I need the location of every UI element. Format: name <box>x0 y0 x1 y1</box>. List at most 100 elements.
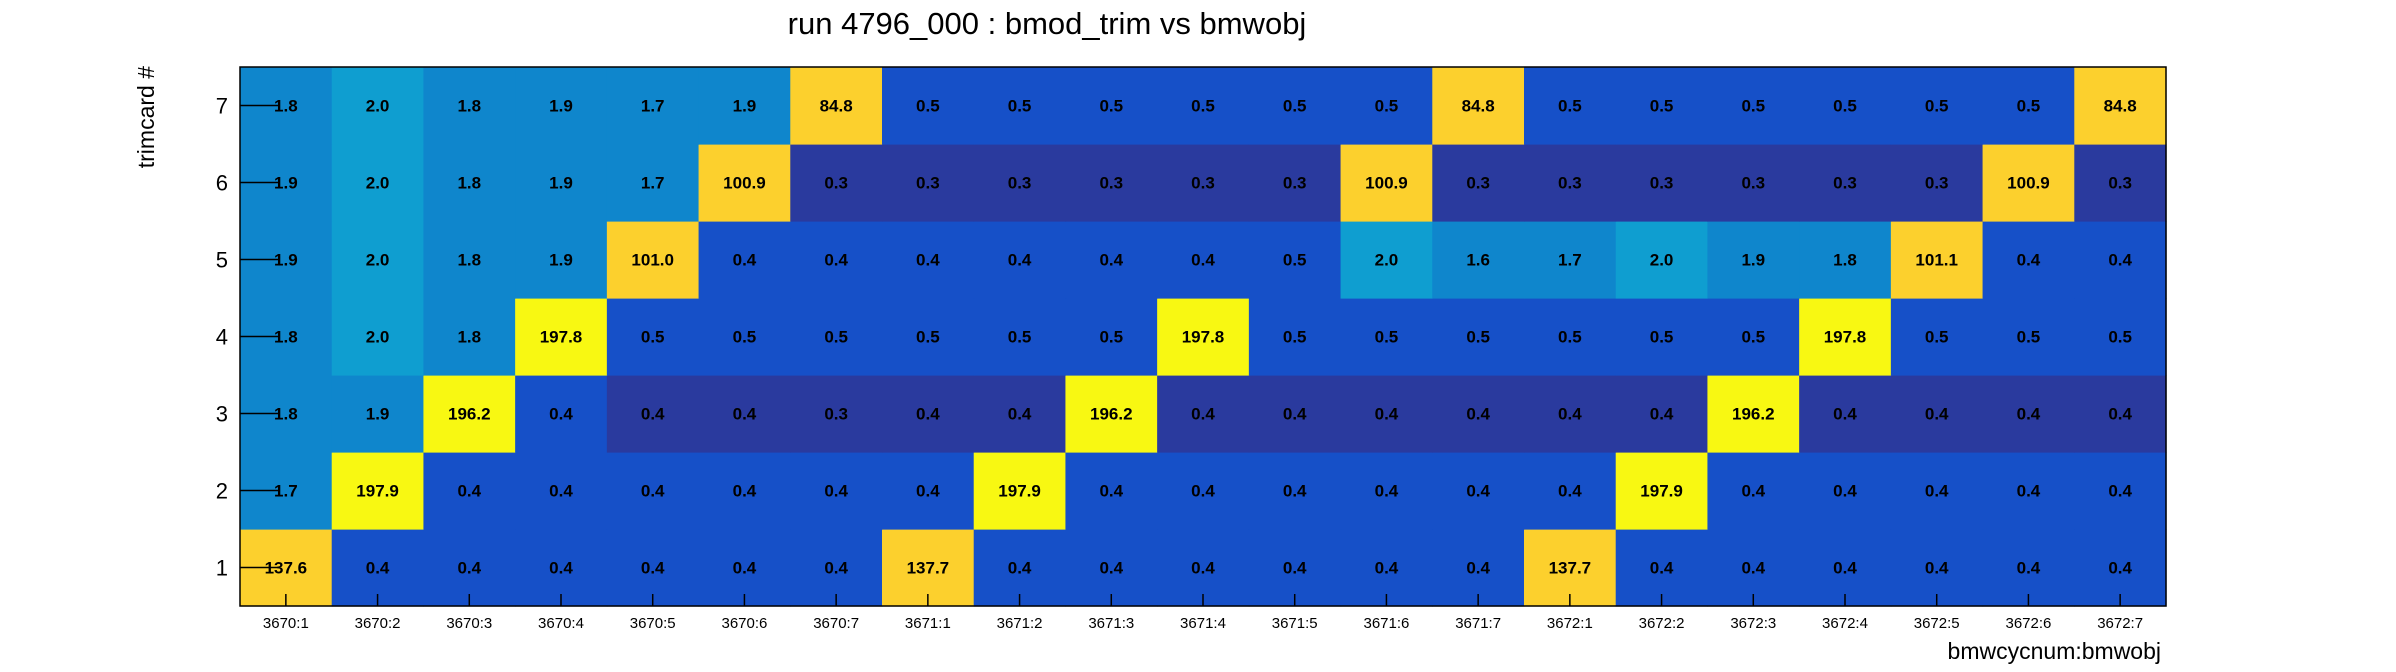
heatmap-cell <box>698 298 791 376</box>
heatmap-cell <box>331 298 425 376</box>
heatmap-cell <box>1432 452 1525 530</box>
cell-value-label: 196.2 <box>1090 405 1133 424</box>
heatmap-cell <box>1157 144 1250 222</box>
heatmap-cell <box>1524 221 1617 299</box>
heatmap-cell <box>1615 221 1709 299</box>
heatmap-cell <box>1982 529 2075 607</box>
heatmap-cell <box>423 375 516 453</box>
x-tick-label: 3672:5 <box>1914 615 1960 632</box>
cell-value-label: 0.4 <box>549 405 573 424</box>
cell-value-label: 0.5 <box>1833 97 1857 116</box>
cell-value-label: 0.3 <box>916 174 940 193</box>
heatmap-cell <box>1248 375 1342 453</box>
heatmap-cell <box>606 67 700 145</box>
cell-value-label: 0.4 <box>2017 559 2041 578</box>
cell-value-label: 0.4 <box>1650 559 1674 578</box>
cell-value-label: 0.4 <box>1833 559 1857 578</box>
cell-value-label: 0.5 <box>1741 328 1765 347</box>
cell-value-label: 0.5 <box>916 97 940 116</box>
heatmap-cell <box>331 529 425 607</box>
cell-value-label: 197.8 <box>1182 328 1225 347</box>
cell-value-label: 0.5 <box>1283 328 1307 347</box>
cell-value-label: 0.5 <box>1925 328 1949 347</box>
x-tick-label: 3671:1 <box>905 615 951 632</box>
heatmap-cell <box>331 144 425 222</box>
heatmap-cell <box>1524 144 1617 222</box>
heatmap-cells: 137.6 0.4 0.4 0.4 0.4 0.4 0.4 137.7 0.4 0.4 0.4 0.4… <box>240 67 2167 607</box>
heatmap-cell <box>1615 144 1709 222</box>
heatmap-cell <box>973 375 1067 453</box>
heatmap-cell <box>882 221 975 299</box>
heatmap-cell <box>515 375 608 453</box>
cell-value-label: 0.5 <box>1558 328 1582 347</box>
cell-value-label: 1.9 <box>274 251 298 270</box>
cell-value-label: 100.9 <box>723 174 766 193</box>
heatmap-cell <box>1982 298 2075 376</box>
x-tick-label: 3671:7 <box>1455 615 1501 632</box>
x-axis-title: bmwcycnum:bmwobj <box>1948 638 2161 664</box>
cell-value-label: 196.2 <box>448 405 491 424</box>
x-tick-label: 3672:4 <box>1822 615 1868 632</box>
heatmap-cell <box>515 452 608 530</box>
cell-value-label: 2.0 <box>1650 251 1674 270</box>
heatmap-cell <box>1157 375 1250 453</box>
y-tick-label: 1 <box>216 556 228 581</box>
x-tick-label: 3670:6 <box>721 615 767 632</box>
cell-value-label: 0.4 <box>1283 482 1307 501</box>
heatmap-cell <box>973 529 1067 607</box>
heatmap-cell <box>1340 298 1433 376</box>
cell-value-label: 0.4 <box>1558 482 1582 501</box>
cell-value-label: 0.5 <box>1741 97 1765 116</box>
heatmap-cell <box>698 67 791 145</box>
cell-value-label: 1.9 <box>549 97 573 116</box>
heatmap-cell <box>1890 375 1984 453</box>
cell-value-label: 0.5 <box>1650 328 1674 347</box>
cell-value-label: 0.5 <box>916 328 940 347</box>
heatmap-cell <box>515 144 608 222</box>
heatmap-cell <box>331 67 425 145</box>
heatmap-cell <box>698 221 791 299</box>
cell-value-label: 0.4 <box>733 251 757 270</box>
cell-value-label: 0.4 <box>2108 251 2132 270</box>
heatmap-cell <box>882 375 975 453</box>
cell-value-label: 0.5 <box>1099 97 1123 116</box>
cell-value-label: 0.4 <box>1008 251 1032 270</box>
x-tick-label: 3671:3 <box>1088 615 1134 632</box>
cell-value-label: 0.3 <box>1466 174 1490 193</box>
cell-value-label: 0.4 <box>824 559 848 578</box>
heatmap-cell <box>1890 144 1984 222</box>
cell-value-label: 0.5 <box>824 328 848 347</box>
heatmap-cell <box>1890 452 1984 530</box>
heatmap-cell <box>515 529 608 607</box>
cell-value-label: 101.1 <box>1915 251 1958 270</box>
x-tick-label: 3672:2 <box>1639 615 1685 632</box>
heatmap-cell <box>1799 375 1892 453</box>
x-tick-label: 3672:6 <box>2005 615 2051 632</box>
heatmap-cell <box>1432 529 1525 607</box>
cell-value-label: 0.4 <box>1833 405 1857 424</box>
heatmap-cell <box>1157 221 1250 299</box>
cell-value-label: 0.4 <box>1925 559 1949 578</box>
cell-value-label: 1.7 <box>274 482 298 501</box>
y-tick-label: 3 <box>216 402 228 427</box>
cell-value-label: 0.4 <box>641 482 665 501</box>
heatmap-cell <box>790 67 883 145</box>
heatmap-cell <box>606 298 700 376</box>
heatmap-cell <box>423 144 516 222</box>
cell-value-label: 0.4 <box>1191 251 1215 270</box>
heatmap-cell <box>2074 144 2167 222</box>
cell-value-label: 0.4 <box>824 251 848 270</box>
heatmap-cell <box>515 298 608 376</box>
cell-value-label: 0.5 <box>1558 97 1582 116</box>
heatmap-cell <box>1157 452 1250 530</box>
cell-value-label: 0.4 <box>1099 482 1123 501</box>
heatmap-cell <box>1340 221 1433 299</box>
cell-value-label: 0.4 <box>1741 482 1765 501</box>
cell-value-label: 1.9 <box>549 174 573 193</box>
heatmap-cell <box>1248 221 1342 299</box>
cell-value-label: 0.3 <box>1925 174 1949 193</box>
heatmap-cell <box>2074 67 2167 145</box>
cell-value-label: 100.9 <box>1365 174 1408 193</box>
cell-value-label: 0.4 <box>1466 405 1490 424</box>
cell-value-label: 0.5 <box>1008 328 1032 347</box>
